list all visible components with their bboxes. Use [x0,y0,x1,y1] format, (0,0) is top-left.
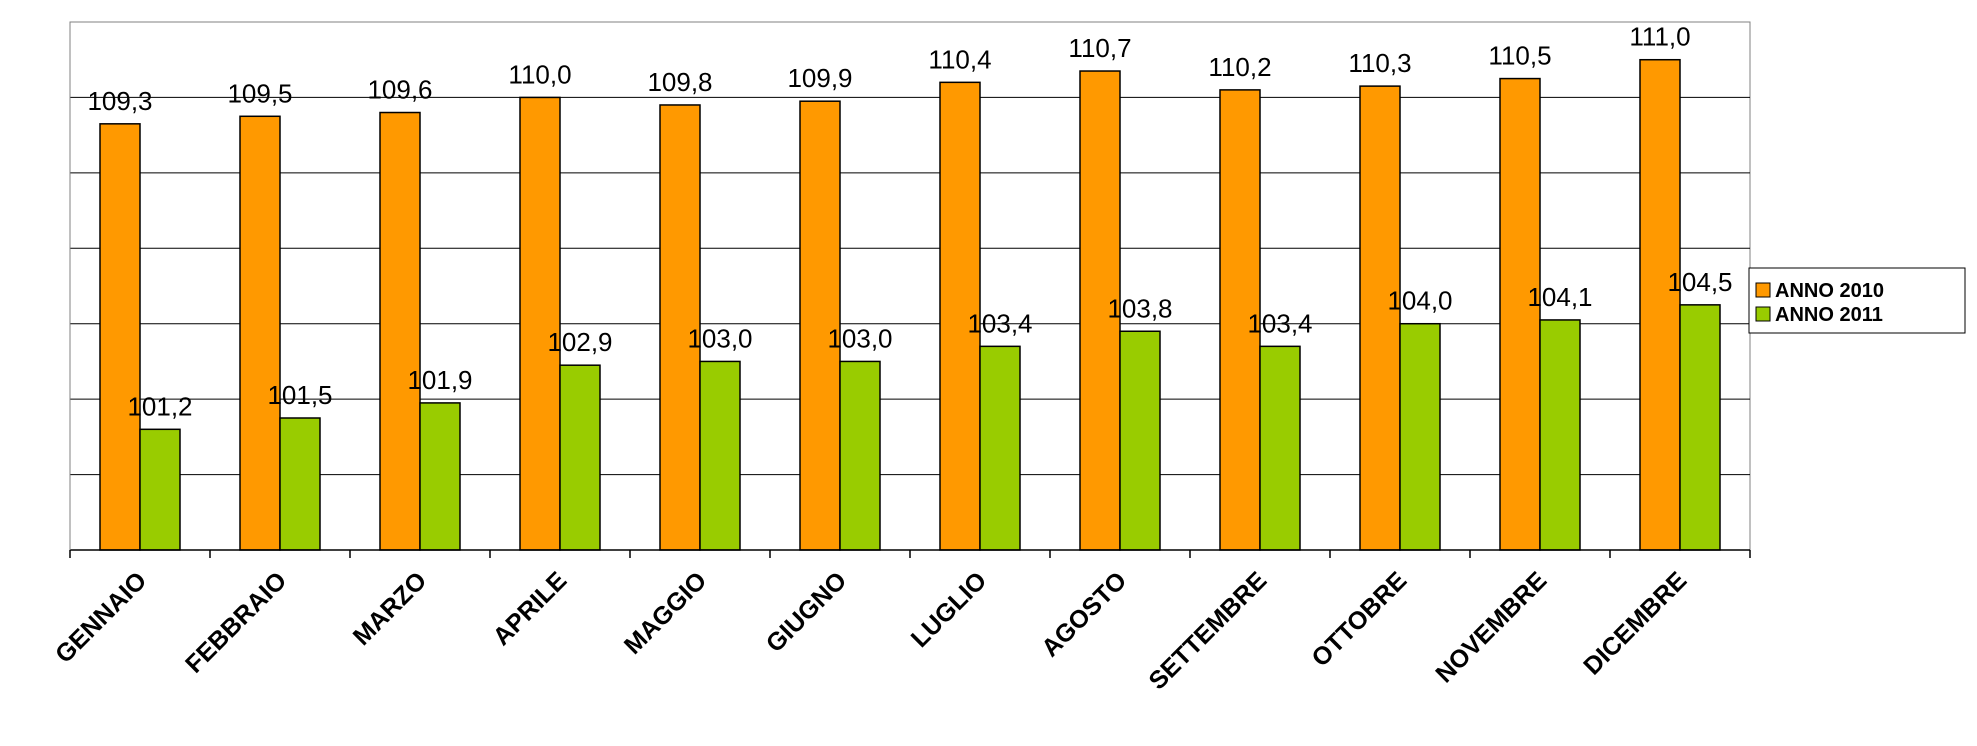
gridlines [69,21,1751,551]
bar-anno-2010-giugno [799,100,841,551]
bar-anno-2011-maggio [699,360,741,551]
legend-label-2011: ANNO 2011 [1775,304,1883,326]
bar-anno-2011-dicembre [1679,304,1721,551]
data-label: 103,0 [687,323,752,353]
category-label-luglio: LUGLIO [906,566,993,653]
data-label: 109,5 [227,78,292,108]
data-label: 110,7 [1068,33,1131,63]
legend-swatch-2011 [1755,306,1771,322]
category-label-aprile: APRILE [488,566,573,651]
bar-anno-2010-ottobre [1359,85,1401,551]
bar-anno-2011-ottobre [1399,322,1441,551]
data-label: 110,4 [928,44,991,74]
plot-area-border [69,21,1751,551]
legend: ANNO 2010 ANNO 2011 [1748,267,1966,334]
bar-anno-2010-marzo [379,111,421,551]
legend-box [1748,267,1966,334]
category-label-settembre: SETTEMBRE [1143,566,1272,695]
bar-anno-2011-giugno [839,360,881,551]
data-label: 110,5 [1488,41,1551,71]
bar-anno-2011-aprile [559,364,601,551]
data-label: 104,0 [1387,286,1452,316]
bar-anno-2010-novembre [1499,77,1541,551]
data-label: 109,6 [367,75,432,105]
bar-anno-2010-gennaio [99,123,141,551]
legend-swatch-2010 [1755,282,1771,298]
data-label: 103,0 [827,323,892,353]
data-labels: 109,3 109,5 109,6 110,0 109,8 109,9 110,4 110,7… [87,22,1732,422]
data-label: 102,9 [547,327,612,357]
bar-anno-2011-novembre [1539,319,1581,551]
category-label-gennaio: GENNAIO [50,566,152,668]
legend-label-2010: ANNO 2010 [1775,280,1884,302]
data-label: 101,5 [267,380,332,410]
category-label-marzo: MARZO [348,566,433,651]
bar-anno-2011-agosto [1119,330,1161,551]
data-label: 110,2 [1208,52,1271,82]
bar-anno-2010-aprile [519,96,561,551]
data-label: 103,4 [967,308,1032,338]
category-label-agosto: AGOSTO [1036,566,1132,662]
data-label: 101,2 [127,391,192,421]
data-label: 101,9 [407,365,472,395]
category-label-maggio: MAGGIO [619,566,712,659]
data-label: 111,0 [1629,22,1690,52]
category-label-giugno: GIUGNO [761,566,853,658]
bar-anno-2011-luglio [979,345,1021,551]
bar-anno-2010-febbraio [239,115,281,551]
data-label: 109,8 [647,67,712,97]
data-label: 103,4 [1247,308,1312,338]
bar-anno-2011-settembre [1259,345,1301,551]
category-label-febbraio: FEBBRAIO [180,566,292,678]
bar-anno-2010-luglio [939,81,981,551]
data-label: 110,0 [508,59,571,89]
data-label: 109,9 [787,63,852,93]
data-label: 104,1 [1527,282,1592,312]
bars [99,58,1721,551]
bar-anno-2010-settembre [1219,89,1261,551]
bar-anno-2011-febbraio [279,417,321,551]
data-label: 110,3 [1348,48,1411,78]
category-labels: GENNAIO FEBBRAIO MARZO APRILE MAGGIO GIUGNO LU… [50,566,1692,695]
category-label-ottobre: OTTOBRE [1306,566,1412,672]
bar-anno-2011-marzo [419,402,461,551]
category-label-novembre: NOVEMBRE [1430,566,1552,688]
data-label: 109,3 [87,86,152,116]
data-label: 103,8 [1107,293,1172,323]
data-label: 104,5 [1667,267,1732,297]
category-label-dicembre: DICEMBRE [1578,566,1692,680]
bar-anno-2010-agosto [1079,70,1121,551]
bar-anno-2010-dicembre [1639,58,1681,551]
axes [69,22,1751,558]
bar-anno-2011-gennaio [139,428,181,551]
